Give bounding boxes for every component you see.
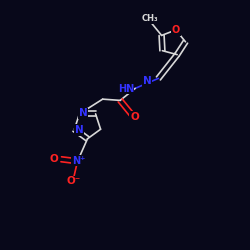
Text: O: O	[50, 154, 59, 164]
Text: N: N	[142, 76, 151, 86]
Text: N: N	[74, 125, 83, 135]
Text: O: O	[172, 25, 180, 35]
Text: N: N	[79, 108, 88, 118]
Text: HN: HN	[118, 84, 134, 94]
Text: O: O	[130, 112, 139, 122]
Text: O⁻: O⁻	[66, 176, 81, 186]
Text: CH₃: CH₃	[142, 14, 159, 23]
Text: N⁺: N⁺	[72, 156, 86, 166]
